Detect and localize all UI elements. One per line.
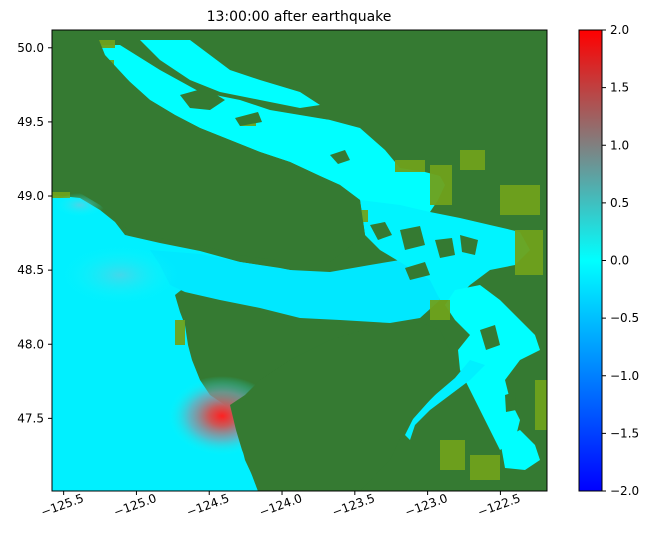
colorbar-tick-label: 1.5: [610, 81, 629, 95]
x-tick-label: −125.5: [39, 491, 86, 519]
y-axis: 50.0 49.5 49.0 48.5 48.0 47.5: [17, 41, 52, 425]
y-tick-label: 48.0: [17, 337, 44, 351]
colorbar-ramp: [578, 29, 603, 492]
wave-softspot-juan: [60, 245, 180, 305]
map-title: 13:00:00 after earthquake: [207, 9, 392, 25]
colorbar-tick-label: −1.0: [610, 369, 639, 383]
y-tick-label: 49.0: [17, 189, 44, 203]
northern-inlets: [140, 40, 320, 108]
colorbar-tick-label: 0.0: [610, 254, 629, 268]
y-tick-label: 48.5: [17, 263, 44, 277]
south-sound-inlets: [500, 430, 540, 470]
colorbar-tick-label: −2.0: [610, 484, 639, 498]
colorbar-ticks: 2.0 1.5 1.0 0.5 0.0 −0.5 −1.0 −1.5 −2.0: [602, 23, 639, 498]
x-tick-label: −122.5: [476, 491, 523, 519]
northern-inlet-channel: [250, 115, 340, 140]
colorbar-tick-label: −1.5: [610, 426, 639, 440]
plot-border: [51, 29, 548, 492]
colorbar-tick-label: −0.5: [610, 311, 639, 325]
y-tick-label: 50.0: [17, 41, 44, 55]
colorbar-tick-label: 0.5: [610, 196, 629, 210]
y-tick-label: 47.5: [17, 411, 44, 425]
vancouver-island-land: [52, 30, 365, 262]
colorbar-tick-label: 2.0: [610, 23, 629, 37]
olympic-peninsula-land: [230, 322, 455, 491]
hood-canal: [405, 360, 485, 440]
x-tick-label: −124.5: [185, 491, 232, 519]
strait-of-juan-de-fuca: [150, 250, 440, 323]
colorbar-tick-label: 1.0: [610, 138, 629, 152]
map-plot-area: [52, 30, 547, 491]
islands: [180, 88, 516, 412]
x-axis: −125.5 −125.0 −124.5 −124.0 −123.5 −123.0 −122…: [39, 491, 522, 519]
x-tick-label: −123.0: [403, 491, 450, 519]
x-tick-label: −125.0: [112, 491, 159, 519]
x-tick-label: −123.5: [330, 491, 377, 519]
colorbar: 2.0 1.5 1.0 0.5 0.0 −0.5 −1.0 −1.5 −2.0: [578, 23, 639, 498]
y-tick-label: 49.5: [17, 115, 44, 129]
puget-sound: [445, 285, 540, 450]
x-tick-label: −124.0: [257, 491, 304, 519]
